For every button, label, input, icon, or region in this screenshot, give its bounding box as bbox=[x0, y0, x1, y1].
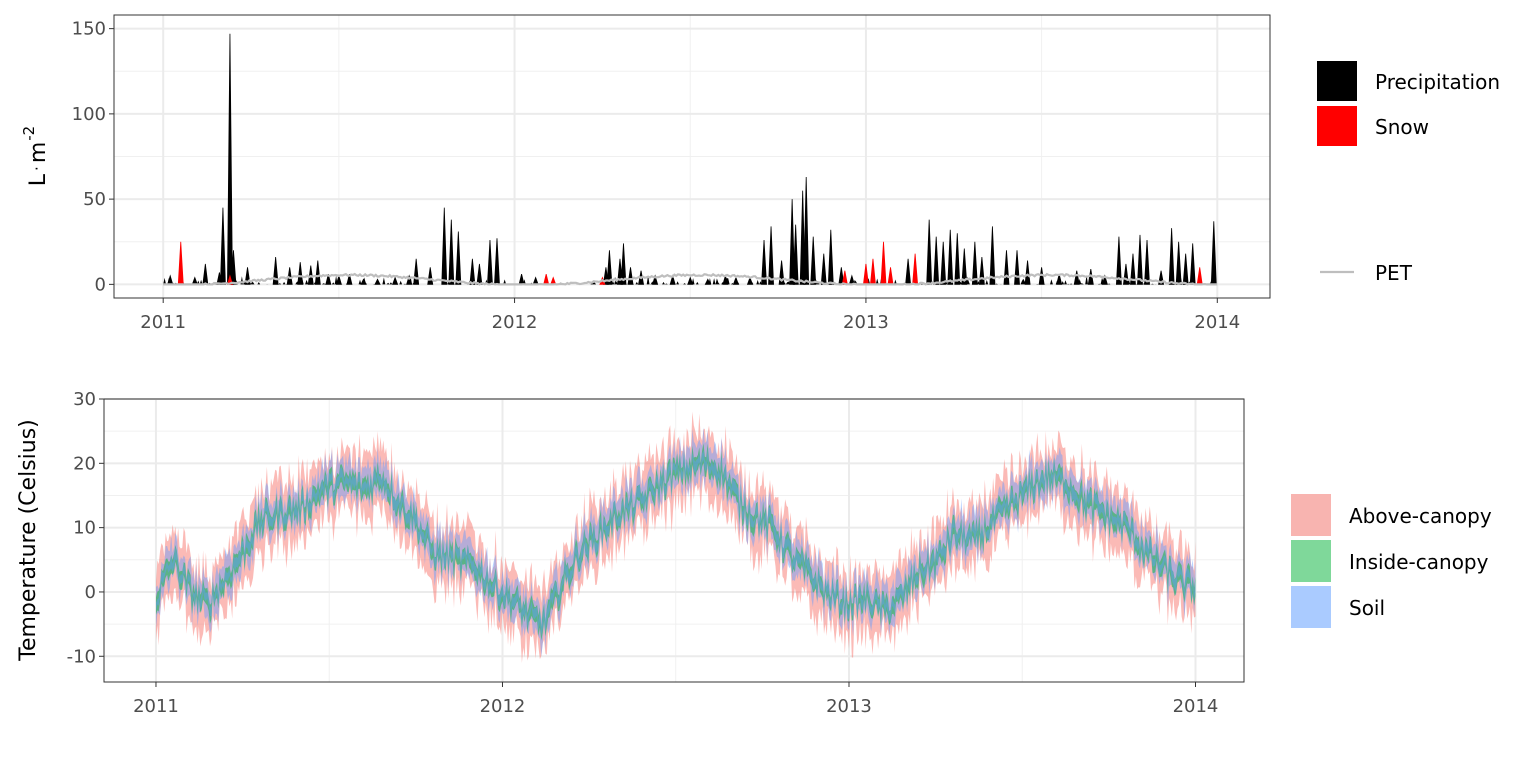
top-panel: 0 50 100 150 2011 2012 2013 2014 L · m-2 Precipi… bbox=[20, 14, 1500, 333]
precipitation-spike bbox=[297, 262, 304, 285]
precipitation-spike bbox=[954, 233, 961, 285]
x-tick-label: 2011 bbox=[140, 312, 186, 333]
precipitation-spike bbox=[704, 278, 711, 285]
precipitation-spike bbox=[441, 207, 448, 285]
top-ylabel-unit: L bbox=[26, 173, 51, 186]
precipitation-spike bbox=[947, 229, 954, 285]
x-tick-label: 2014 bbox=[1173, 696, 1219, 717]
precipitation-spike bbox=[732, 276, 739, 285]
y-tick-label: 0 bbox=[95, 274, 106, 295]
legend-label-above-canopy: Above-canopy bbox=[1349, 504, 1492, 528]
precipitation-spike bbox=[392, 276, 399, 285]
precipitation-spike bbox=[971, 241, 978, 285]
y-tick-label: 10 bbox=[73, 518, 96, 539]
precipitation-spike bbox=[1073, 270, 1080, 285]
legend-label-soil: Soil bbox=[1349, 596, 1385, 620]
precipitation-spike bbox=[961, 248, 968, 285]
precipitation-spike bbox=[1024, 260, 1031, 285]
legend-label-precipitation: Precipitation bbox=[1375, 70, 1500, 94]
bottom-data-marks bbox=[156, 411, 1196, 663]
legend-key-inside-canopy bbox=[1289, 538, 1333, 584]
bottom-x-axis-ticks: 2011 2012 2013 2014 bbox=[133, 682, 1218, 717]
precipitation-spike bbox=[335, 274, 342, 285]
precipitation-spike bbox=[448, 219, 455, 285]
precipitation-spike bbox=[1130, 253, 1136, 285]
legend-label-pet: PET bbox=[1375, 261, 1413, 285]
legend-key-above-canopy bbox=[1289, 492, 1333, 538]
precipitation-spike bbox=[940, 241, 947, 285]
precipitation-spike bbox=[1101, 274, 1108, 285]
top-x-axis-ticks: 2011 2012 2013 2014 bbox=[140, 298, 1240, 333]
bottom-panel-border bbox=[103, 398, 1245, 683]
x-tick-label: 2012 bbox=[480, 696, 526, 717]
x-tick-label: 2014 bbox=[1194, 312, 1240, 333]
top-legend: Precipitation Snow PET bbox=[1315, 59, 1500, 293]
legend-label-inside-canopy: Inside-canopy bbox=[1349, 550, 1489, 574]
precipitation-spike bbox=[1115, 236, 1122, 285]
legend-key-snow bbox=[1315, 104, 1359, 148]
y-tick-label: -10 bbox=[67, 646, 96, 667]
precipitation-spike bbox=[455, 231, 462, 285]
precipitation-spike bbox=[230, 250, 237, 285]
x-tick-label: 2013 bbox=[843, 312, 889, 333]
x-tick-label: 2012 bbox=[492, 312, 538, 333]
precipitation-spike bbox=[746, 276, 754, 285]
precipitation-spike bbox=[803, 176, 810, 285]
y-tick-label: 150 bbox=[72, 19, 106, 40]
precipitation-spike bbox=[827, 229, 834, 285]
bottom-y-axis-title: Temperature (Celsius) bbox=[16, 419, 41, 662]
precipitation-spike bbox=[722, 274, 729, 285]
y-tick-label: 50 bbox=[83, 189, 106, 210]
y-tick-label: 100 bbox=[72, 104, 106, 125]
precipitation-spike bbox=[652, 274, 659, 285]
bottom-panel: -10 0 10 20 30 2011 2012 2013 2014 Temperature … bbox=[16, 389, 1492, 717]
precipitation-spike bbox=[687, 276, 694, 285]
pet-line bbox=[163, 272, 1218, 286]
y-tick-label: 0 bbox=[85, 582, 96, 603]
legend-label-snow: Snow bbox=[1375, 115, 1429, 139]
bottom-legend: Above-canopy Inside-canopy Soil bbox=[1289, 492, 1492, 630]
precipitation-spike bbox=[761, 240, 767, 285]
precipitation-spike bbox=[606, 250, 613, 285]
top-data-marks bbox=[163, 33, 1218, 286]
top-y-axis-title: L · m-2 bbox=[20, 126, 51, 186]
top-ylabel-area: m bbox=[26, 142, 51, 163]
precipitation-spike bbox=[374, 278, 381, 285]
y-tick-label: 30 bbox=[73, 389, 96, 410]
legend-key-soil bbox=[1289, 584, 1333, 630]
legend-key-precipitation bbox=[1315, 59, 1359, 103]
precipitation-spike bbox=[789, 199, 796, 285]
bottom-y-axis-ticks: -10 0 10 20 30 bbox=[67, 389, 104, 667]
precipitation-spike bbox=[1168, 228, 1175, 285]
precipitation-spike bbox=[314, 260, 321, 285]
precipitation-spike bbox=[286, 267, 293, 285]
precipitation-spike bbox=[768, 226, 774, 285]
x-tick-label: 2013 bbox=[826, 696, 872, 717]
precipitation-spike bbox=[810, 236, 817, 285]
precipitation-spike bbox=[1056, 274, 1063, 285]
top-ylabel-exponent: -2 bbox=[20, 126, 38, 141]
y-tick-label: 20 bbox=[73, 453, 96, 474]
top-ylabel-dot: · bbox=[28, 166, 46, 171]
precipitation-spike bbox=[1137, 234, 1143, 285]
precipitation-spike bbox=[669, 274, 676, 285]
top-panel-border bbox=[113, 14, 1271, 299]
precipitation-spike bbox=[792, 224, 799, 285]
top-y-axis-ticks: 0 50 100 150 bbox=[72, 19, 114, 295]
precipitation-spike bbox=[933, 236, 940, 285]
top-gridlines bbox=[114, 15, 1270, 298]
precipitation-spike bbox=[325, 274, 332, 285]
x-tick-label: 2011 bbox=[133, 696, 179, 717]
precipitation-spike bbox=[1144, 240, 1150, 285]
precipitation-spike bbox=[406, 274, 413, 285]
precipitation-spike bbox=[989, 226, 996, 285]
precipitation-spike bbox=[360, 278, 367, 285]
precipitation-spike bbox=[620, 243, 627, 285]
precipitation-spike bbox=[346, 274, 353, 285]
